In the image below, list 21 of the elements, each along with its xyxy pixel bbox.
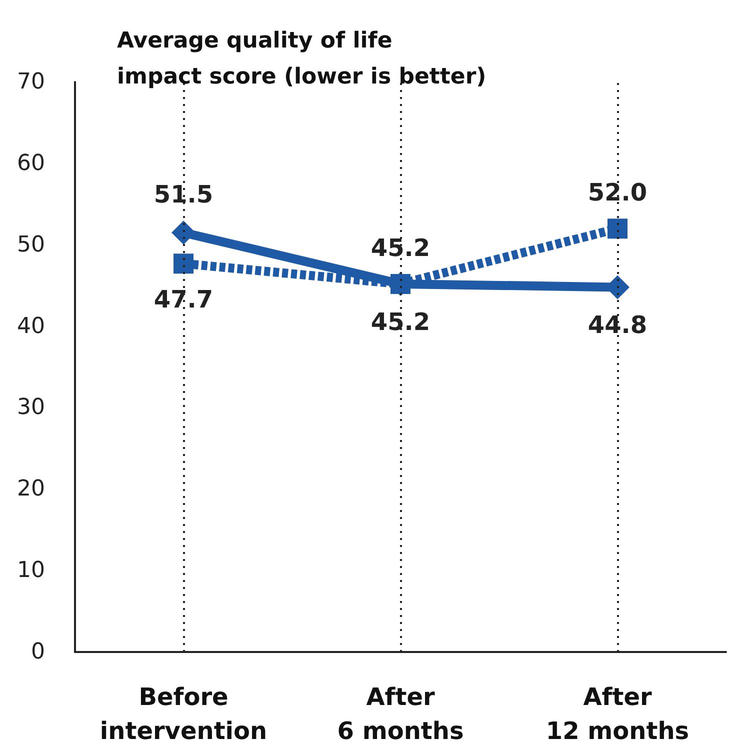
x-tick-label: Before intervention	[100, 683, 268, 745]
data-label: 47.7	[154, 286, 214, 314]
data-label: 45.2	[370, 308, 430, 336]
data-label: 52.0	[588, 178, 648, 207]
point	[174, 254, 194, 274]
point	[172, 220, 196, 245]
x-tick-label: After 12 months	[546, 683, 690, 745]
y-tick-label: 10	[17, 558, 45, 584]
data-label: 45.2	[370, 234, 430, 262]
y-tick-label: 70	[17, 70, 45, 94]
y-tick-label: 60	[17, 150, 45, 176]
data-label: 51.5	[154, 180, 214, 209]
y-tick-label: 40	[17, 314, 45, 339]
data-label: 44.8	[588, 311, 648, 340]
y-tick-label: 30	[17, 395, 45, 420]
chart-title: Average quality of life impact score (lower is better)	[117, 28, 486, 90]
y-tick-label: 50	[17, 232, 45, 258]
y-tick-label: 20	[17, 476, 45, 502]
y-tick-label: 0	[31, 640, 45, 664]
x-tick-label: After 6 months	[337, 683, 464, 745]
point	[608, 218, 628, 239]
